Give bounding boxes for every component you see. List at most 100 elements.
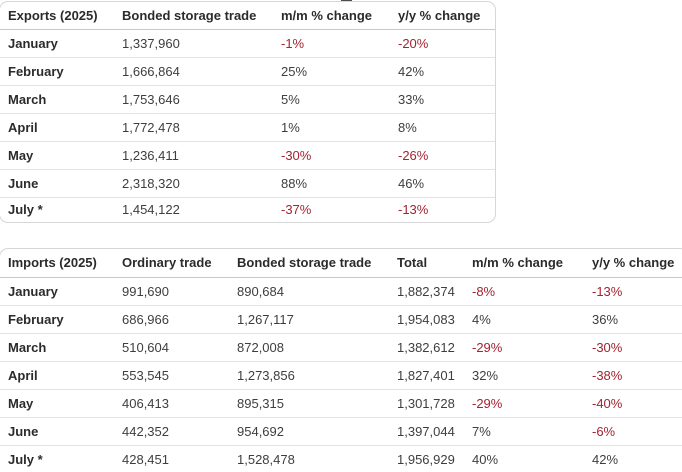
cell-value: 7% [472,417,592,446]
table-title: Exports (2025) [0,2,122,30]
row-label: March [0,85,122,114]
cell-value: 686,966 [122,305,237,334]
column-header: y/y % change [592,249,682,278]
cell-value: 40% [472,445,592,472]
header-row: Imports (2025) Ordinary trade Bonded stora… [0,249,682,278]
cell-value: 4% [472,305,592,334]
cell-value: 872,008 [237,333,397,362]
table-row: March 510,604 872,008 1,382,612 -29% -30% [0,333,682,362]
cell-value: 1,236,411 [122,141,281,170]
table-row: June 2,318,320 88% 46% [0,169,495,198]
row-label: February [0,57,122,86]
cell-value: 1,528,478 [237,445,397,472]
cell-value: 991,690 [122,277,237,306]
cell-value: 553,545 [122,361,237,390]
row-label: July * [8,202,43,218]
row-label: January [0,29,122,58]
row-label: March [0,333,122,362]
cell-value: 46% [398,169,495,198]
cell-value: 5% [281,85,398,114]
column-header: Bonded storage trade [122,2,281,30]
cell-value: 442,352 [122,417,237,446]
table-row: July * 428,451 1,528,478 1,956,929 40% 42% [0,445,682,472]
cell-value: -6% [592,417,682,446]
row-label: April [0,361,122,390]
cell-value: 1% [281,113,398,142]
cell-value: -29% [472,333,592,362]
cell-value: 1,753,646 [122,85,281,114]
cell-value: 33% [398,85,495,114]
cell-value: 1,301,728 [397,389,472,418]
column-header: Total [397,249,472,278]
row-label: July * [0,445,122,472]
cell-value: 42% [398,57,495,86]
column-header: m/m % change [281,2,398,30]
cell-value: 890,684 [237,277,397,306]
table-row: April 553,545 1,273,856 1,827,401 32% -38% [0,361,682,390]
cell-value: -30% [281,141,398,170]
imports-table: Imports (2025) Ordinary trade Bonded stora… [0,249,682,472]
table-row: March 1,753,646 5% 33% [0,85,495,114]
header-row: Exports (2025) Bonded storage trade m/m % … [0,2,495,30]
table-row: July * 1,454,122 -37% -13% [0,197,495,222]
cell-value: -13% [398,202,429,218]
exports-table-body: January 1,337,960 -1% -20% February 1,666,864… [0,29,495,222]
exports-table-head: Exports (2025) Bonded storage trade m/m % … [0,2,495,30]
cell-value: 42% [592,445,682,472]
cell-value: 1,772,478 [122,113,281,142]
cell-value: 954,692 [237,417,397,446]
imports-table-body: January 991,690 890,684 1,882,374 -8% -13% Feb… [0,277,682,472]
cell-value: -38% [592,361,682,390]
table-row: May 1,236,411 -30% -26% [0,141,495,170]
row-label: April [0,113,122,142]
table-row: January 991,690 890,684 1,882,374 -8% -13% [0,277,682,306]
cell-value: -20% [398,29,495,58]
imports-table-head: Imports (2025) Ordinary trade Bonded stora… [0,249,682,278]
column-header: m/m % change [472,249,592,278]
table-row: May 406,413 895,315 1,301,728 -29% -40% [0,389,682,418]
cell-value: -1% [281,29,398,58]
row-label: February [0,305,122,334]
column-header: Ordinary trade [122,249,237,278]
exports-table: Exports (2025) Bonded storage trade m/m % … [0,2,495,222]
row-label: May [0,389,122,418]
cell-value: 36% [592,305,682,334]
table-row: April 1,772,478 1% 8% [0,113,495,142]
cell-value: 25% [281,57,398,86]
cell-value: 428,451 [122,445,237,472]
cell-value: 88% [281,169,398,198]
cell-value: 406,413 [122,389,237,418]
cell-value: -26% [398,141,495,170]
cell-value: 8% [398,113,495,142]
table-row: January 1,337,960 -1% -20% [0,29,495,58]
cell-value: 1,882,374 [397,277,472,306]
row-label: June [0,169,122,198]
imports-table-card: Imports (2025) Ordinary trade Bonded stora… [0,248,682,472]
cell-value: 1,273,856 [237,361,397,390]
table-row: June 442,352 954,692 1,397,044 7% -6% [0,417,682,446]
cell-value: 2,318,320 [122,169,281,198]
table-row: February 686,966 1,267,117 1,954,083 4% 36% [0,305,682,334]
cell-value: 1,956,929 [397,445,472,472]
cell-value: -8% [472,277,592,306]
row-label: January [0,277,122,306]
cell-value: 1,666,864 [122,57,281,86]
column-header: y/y % change [398,2,495,30]
cell-value: 1,382,612 [397,333,472,362]
exports-table-card: Exports (2025) Bonded storage trade m/m % … [0,1,496,223]
table-row: February 1,666,864 25% 42% [0,57,495,86]
cell-value: -30% [592,333,682,362]
cell-value: -40% [592,389,682,418]
row-label: June [0,417,122,446]
table-title: Imports (2025) [0,249,122,278]
cell-value: 895,315 [237,389,397,418]
cell-value: 1,827,401 [397,361,472,390]
cell-value: 1,267,117 [237,305,397,334]
cell-value: 1,954,083 [397,305,472,334]
cell-value: 1,337,960 [122,29,281,58]
cell-value: 1,397,044 [397,417,472,446]
cell-value: 1,454,122 [122,202,180,218]
column-header: Bonded storage trade [237,249,397,278]
cell-value: 510,604 [122,333,237,362]
cell-value: -13% [592,277,682,306]
